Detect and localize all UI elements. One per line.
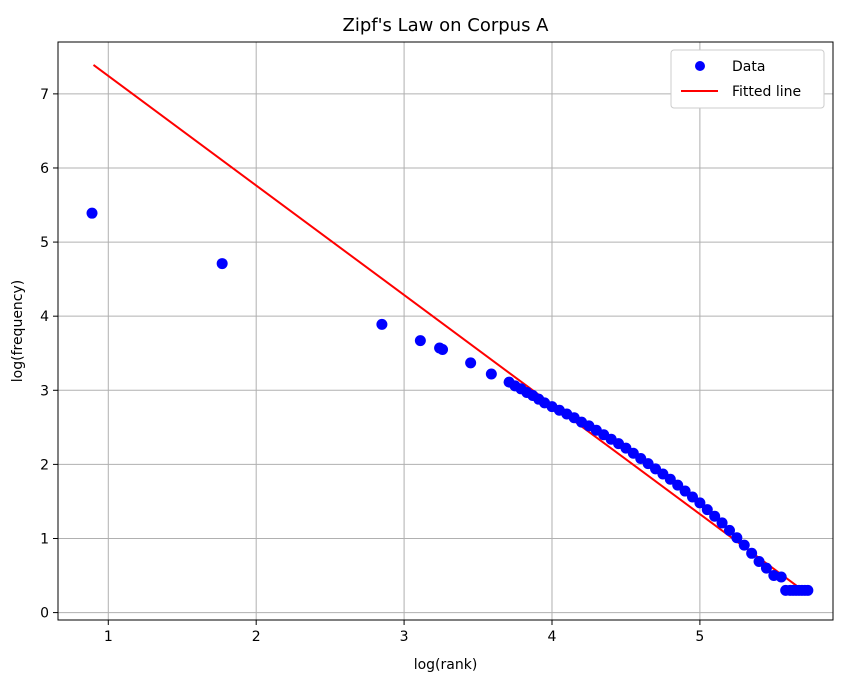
data-point [664, 473, 676, 485]
x-tick-label: 2 [252, 629, 261, 645]
data-point [701, 504, 713, 516]
data-point [753, 555, 765, 567]
data-point [746, 547, 758, 559]
y-tick-label: 1 [40, 531, 49, 547]
data-point [686, 491, 698, 503]
data-point [437, 344, 449, 356]
data-point [86, 207, 98, 219]
data-point [679, 485, 691, 497]
data-point [709, 510, 721, 522]
data-point [723, 524, 735, 536]
x-axis-label: log(rank) [414, 657, 478, 673]
legend-box [670, 49, 825, 109]
data-point [738, 539, 750, 551]
grid [58, 42, 833, 620]
y-axis-label: log(frequency) [10, 280, 26, 382]
plot-area [57, 41, 834, 621]
y-tick-label: 5 [40, 235, 49, 251]
y-tick-label: 0 [40, 606, 49, 622]
x-axis: 1 2 3 4 5 [104, 620, 704, 645]
chart-title: Zipf's Law on Corpus A [342, 15, 549, 36]
legend-label-data: Data [732, 59, 765, 75]
data-point [731, 532, 743, 544]
data-series [86, 207, 814, 596]
data-point [216, 258, 228, 270]
data-point [376, 318, 388, 330]
data-point [775, 571, 787, 583]
y-tick-label: 3 [40, 383, 49, 399]
legend: Data Fitted line [670, 49, 825, 109]
data-point [802, 584, 814, 596]
legend-label-fitted-line: Fitted line [732, 84, 801, 100]
data-point [414, 335, 426, 347]
fitted-line-series [92, 64, 809, 595]
x-tick-label: 4 [548, 629, 557, 645]
legend-marker-data [695, 61, 705, 71]
y-tick-label: 6 [40, 161, 49, 177]
x-tick-label: 1 [104, 629, 113, 645]
y-tick-label: 2 [40, 457, 49, 473]
data-point [672, 479, 684, 491]
y-tick-label: 7 [40, 87, 49, 103]
data-point [760, 562, 772, 574]
data-point [694, 497, 706, 509]
data-point [485, 368, 497, 380]
data-point [465, 357, 477, 369]
fitted-line [92, 64, 809, 595]
x-tick-label: 3 [400, 629, 409, 645]
y-axis: 0 1 2 3 4 5 6 7 [40, 87, 58, 622]
data-point [716, 517, 728, 529]
x-tick-label: 5 [695, 629, 704, 645]
y-tick-label: 4 [40, 309, 49, 325]
